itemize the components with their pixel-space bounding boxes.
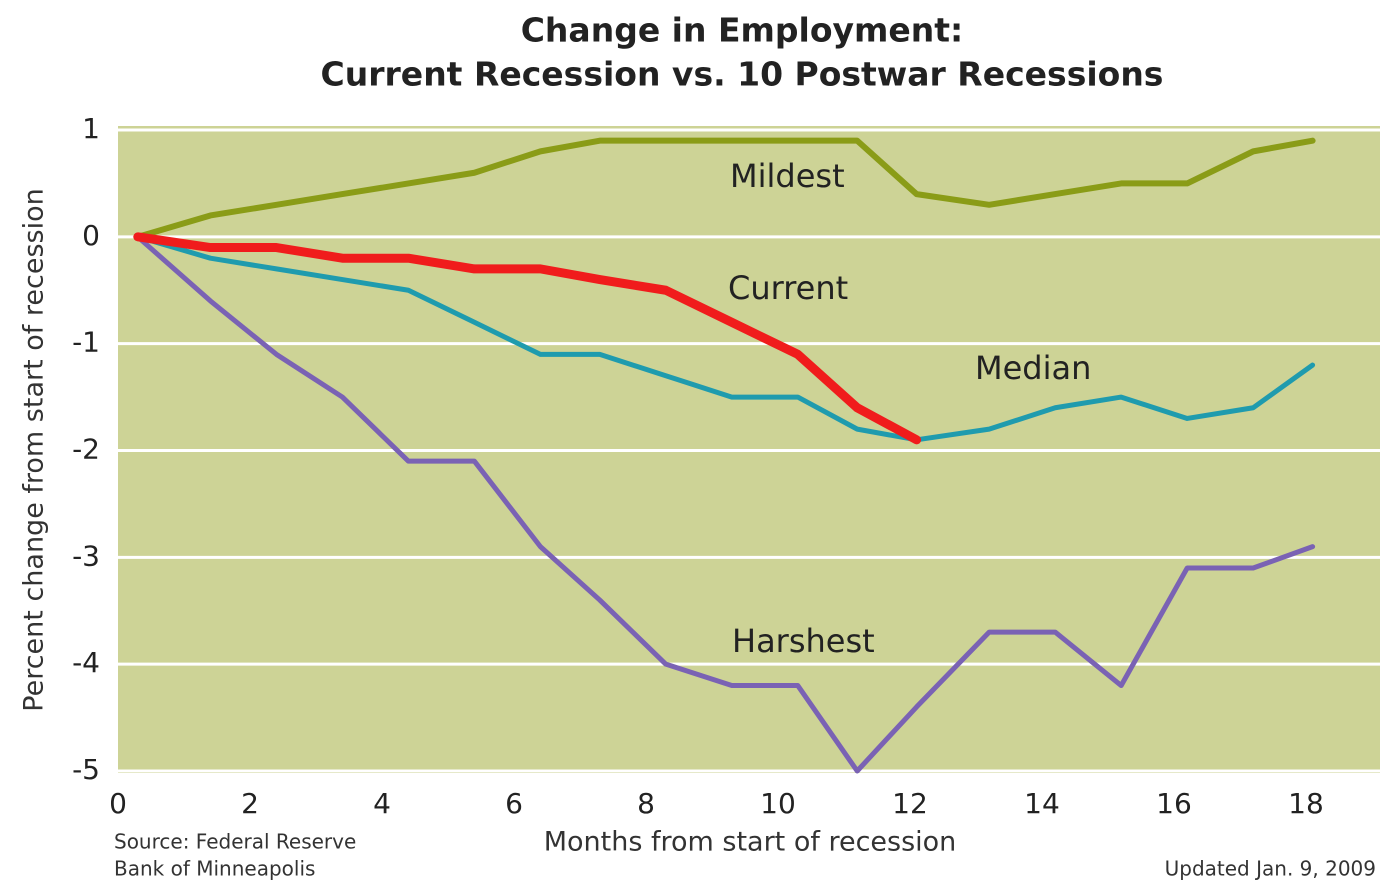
y-tick-label: -4: [72, 646, 100, 679]
y-tick-label: -1: [72, 326, 100, 359]
series-line: [135, 234, 1316, 443]
x-tick-label: 8: [637, 787, 655, 820]
x-tick-label: 0: [109, 787, 127, 820]
x-tick-label: 6: [505, 787, 523, 820]
series-line: [134, 137, 1316, 240]
y-tick-label: 1: [82, 112, 100, 145]
y-axis-label: Percent change from start of recession: [19, 188, 50, 711]
series-line: [133, 232, 922, 445]
chart-title: Change in Employment:: [521, 11, 964, 50]
x-tick-label: 2: [241, 787, 259, 820]
line-label: Median: [975, 349, 1091, 387]
line-label: Current: [728, 269, 848, 307]
line-label: Mildest: [730, 157, 845, 195]
series-line: [135, 234, 1316, 774]
y-tick-label: -2: [72, 433, 100, 466]
x-tick-label: 4: [373, 787, 391, 820]
y-tick-label: -3: [72, 539, 100, 572]
x-tick-label: 12: [892, 787, 928, 820]
y-tick-label: -5: [72, 753, 100, 786]
x-tick-label: 18: [1288, 787, 1324, 820]
line-label: Harshest: [732, 622, 875, 660]
source: Source: Federal Reserve: [114, 830, 356, 854]
x-tick-label: 10: [760, 787, 796, 820]
note: Updated Jan. 9, 2009: [1165, 857, 1376, 881]
x-tick-label: 14: [1024, 787, 1060, 820]
y-tick-label: 0: [82, 219, 100, 252]
x-axis-label: Months from start of recession: [544, 827, 957, 858]
chart-subtitle: Current Recession vs. 10 Postwar Recessi…: [321, 55, 1164, 94]
x-tick-label: 16: [1156, 787, 1192, 820]
source: Bank of Minneapolis: [114, 857, 315, 881]
